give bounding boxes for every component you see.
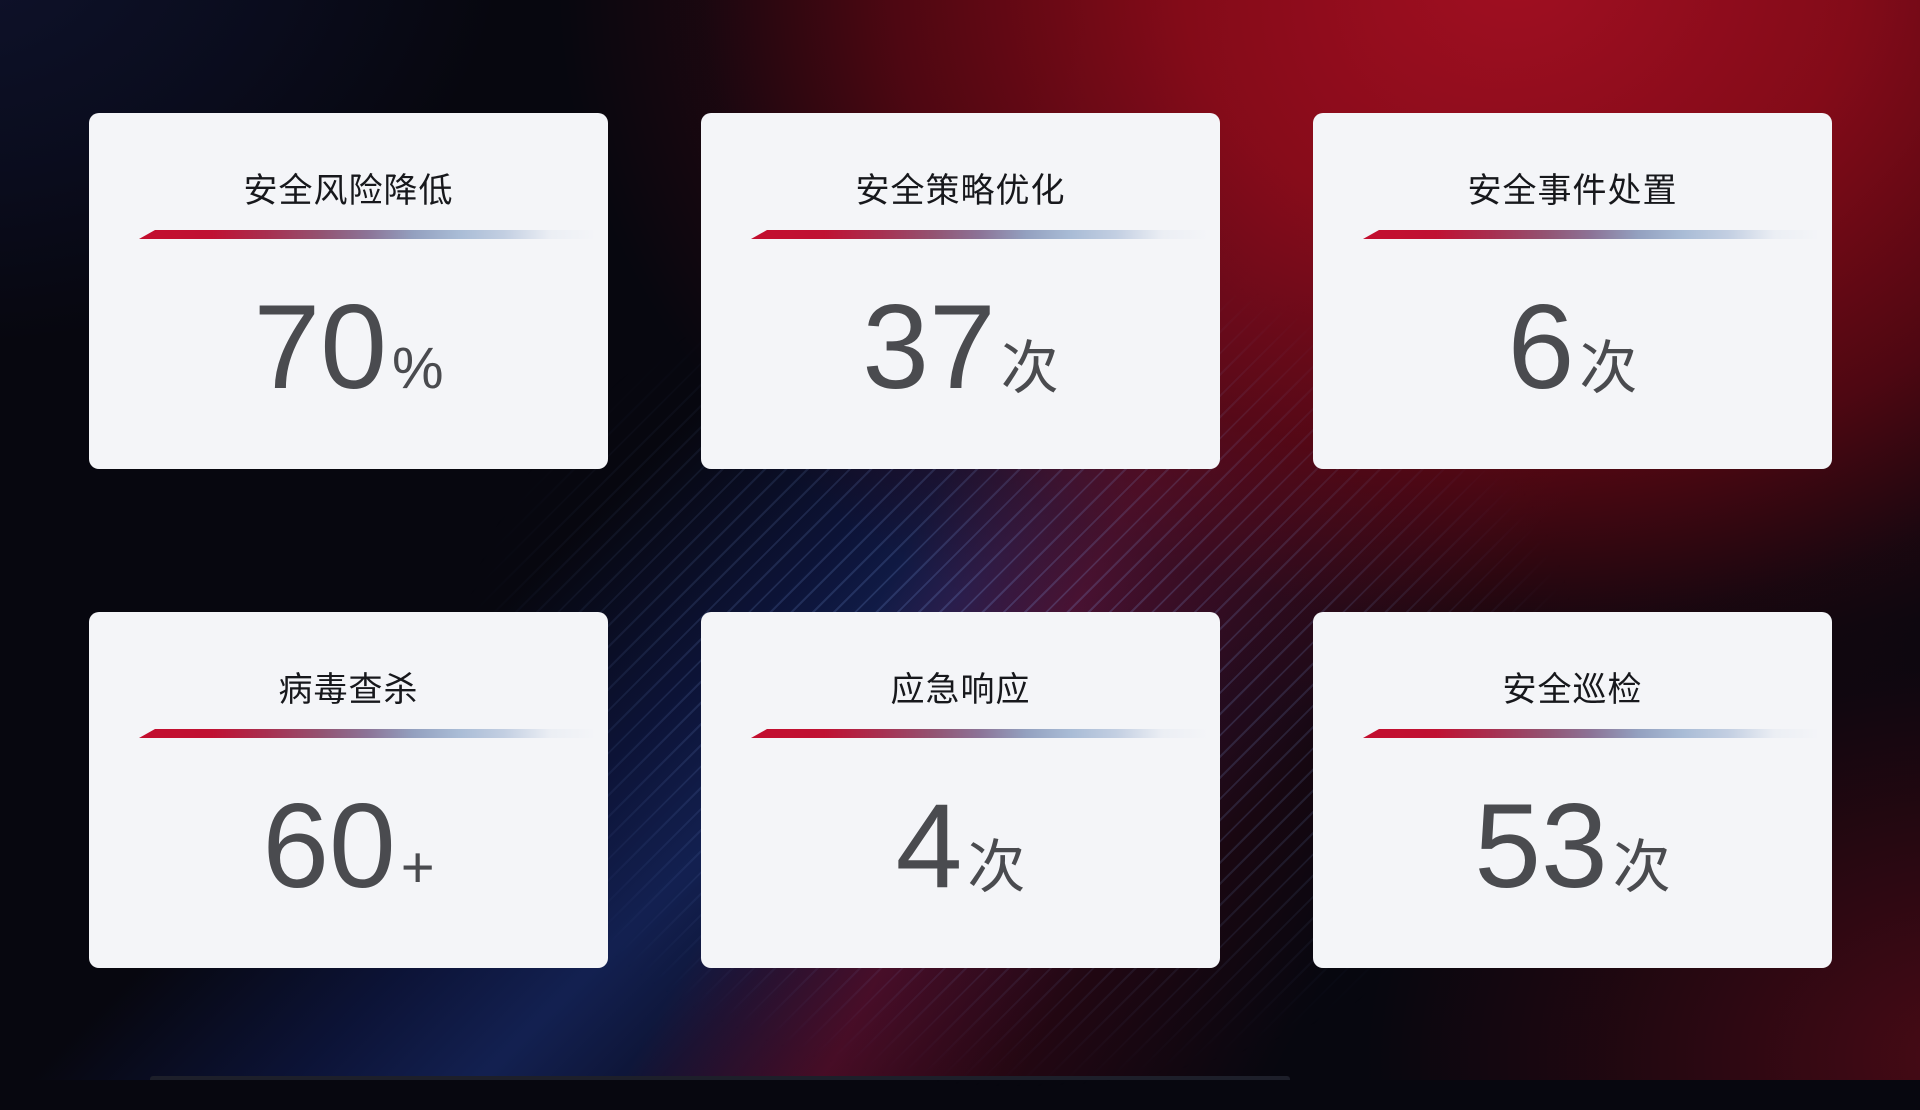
card-title: 安全风险降低 [243,172,454,210]
card-value-row: 37次 [701,287,1220,407]
card-title: 安全事件处置 [1467,172,1678,210]
card-title: 应急响应 [890,671,1031,709]
card-title: 安全策略优化 [855,172,1066,210]
card-value-row: 53次 [1313,786,1832,906]
card-value: 37 [862,280,996,414]
divider-accent [751,729,1208,738]
card-value-row: 6次 [1313,287,1832,407]
card-value-row: 4次 [701,786,1220,906]
card-value: 70 [253,280,387,414]
card-title: 病毒查杀 [278,671,419,709]
card-value-suffix: % [391,336,444,401]
stat-card-virus-scan: 病毒查杀 60+ [89,612,608,968]
card-value: 6 [1507,280,1575,414]
card-value-suffix: 次 [1000,336,1059,401]
card-value-suffix: 次 [1612,835,1671,900]
stat-card-emergency-response: 应急响应 4次 [701,612,1220,968]
stats-grid: 安全风险降低 70% 安全策略优化 37次 安全事件处置 6次 病毒查杀 60+… [89,113,1832,968]
stat-card-incident-handling: 安全事件处置 6次 [1313,113,1832,469]
card-value-row: 70% [89,287,608,407]
divider-accent [1363,729,1820,738]
divider-accent [1363,230,1820,239]
card-title: 安全巡检 [1502,671,1643,709]
card-value: 4 [895,779,963,913]
divider-accent [139,729,596,738]
stat-card-policy-optimization: 安全策略优化 37次 [701,113,1220,469]
card-value-suffix: 次 [1579,336,1638,401]
card-value-row: 60+ [89,786,608,906]
card-value: 53 [1474,779,1608,913]
stat-card-security-inspection: 安全巡检 53次 [1313,612,1832,968]
bottom-edge-bar [150,1076,1290,1080]
card-value-suffix: 次 [967,835,1026,900]
card-value: 60 [262,779,396,913]
divider-accent [751,230,1208,239]
divider-accent [139,230,596,239]
stat-card-risk-reduction: 安全风险降低 70% [89,113,608,469]
card-value-suffix: + [400,835,435,900]
